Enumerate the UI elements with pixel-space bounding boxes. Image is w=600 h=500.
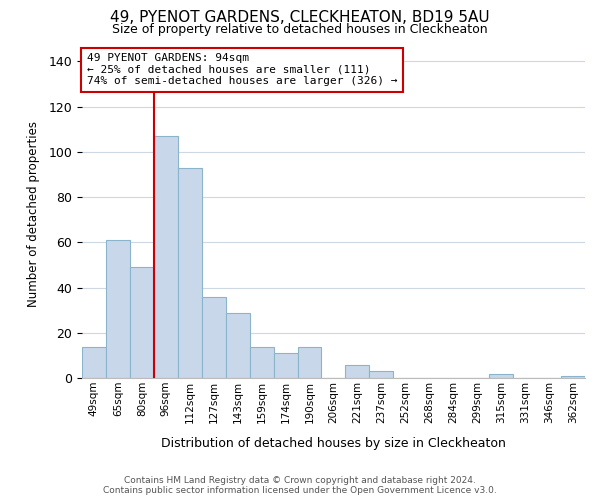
Bar — [274, 354, 298, 378]
Bar — [202, 296, 226, 378]
Text: 49 PYENOT GARDENS: 94sqm
← 25% of detached houses are smaller (111)
74% of semi-: 49 PYENOT GARDENS: 94sqm ← 25% of detach… — [87, 54, 397, 86]
Y-axis label: Number of detached properties: Number of detached properties — [27, 121, 40, 307]
Bar — [561, 376, 585, 378]
Bar — [250, 346, 274, 378]
Bar — [106, 240, 130, 378]
Bar — [489, 374, 513, 378]
Text: Size of property relative to detached houses in Cleckheaton: Size of property relative to detached ho… — [112, 22, 488, 36]
Bar — [130, 268, 154, 378]
Text: 49, PYENOT GARDENS, CLECKHEATON, BD19 5AU: 49, PYENOT GARDENS, CLECKHEATON, BD19 5A… — [110, 10, 490, 25]
Bar — [82, 346, 106, 378]
Bar — [226, 312, 250, 378]
Bar — [178, 168, 202, 378]
Bar — [154, 136, 178, 378]
Bar — [370, 372, 394, 378]
Bar — [346, 364, 370, 378]
Text: Contains HM Land Registry data © Crown copyright and database right 2024.
Contai: Contains HM Land Registry data © Crown c… — [103, 476, 497, 495]
Bar — [298, 346, 322, 378]
X-axis label: Distribution of detached houses by size in Cleckheaton: Distribution of detached houses by size … — [161, 437, 506, 450]
